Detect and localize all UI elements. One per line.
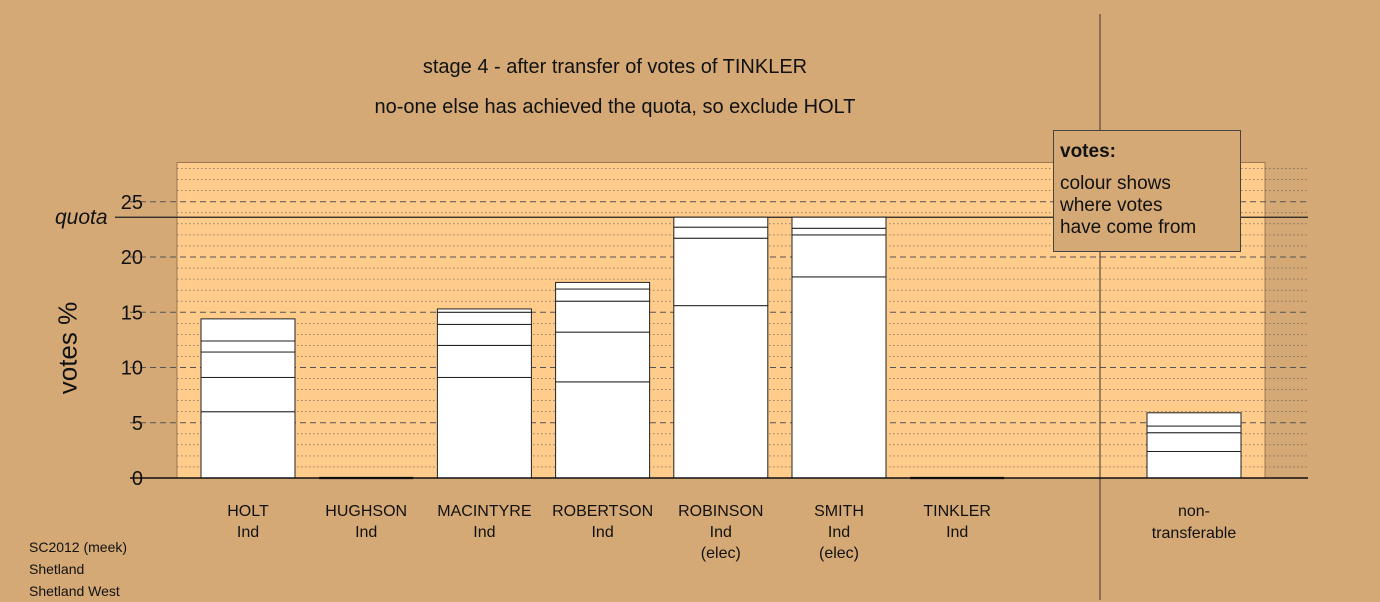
candidate-name-label: HOLT [227, 503, 269, 520]
y-tick-label: 0 [132, 468, 143, 490]
candidate-name-label: TINKLER [923, 503, 991, 520]
bar-robertson-segment [555, 300, 651, 333]
bar-macintyre-segment [436, 376, 532, 479]
candidate-party-label: Ind [237, 524, 259, 541]
legend: votes: colour shows where votes have com… [1053, 130, 1241, 252]
bar-robertson-segment [555, 381, 651, 479]
candidate-party-label: Ind [946, 524, 968, 541]
bar-macintyre-segment [436, 311, 532, 325]
bar-macintyre-segment [436, 344, 532, 378]
candidate-name-label: MACINTYRE [437, 503, 531, 520]
bar-holt-segment [200, 411, 296, 479]
bar-smith-segment [791, 227, 887, 236]
bar-holt-segment [200, 318, 296, 342]
candidate-name-label: HUGHSON [325, 503, 407, 520]
y-tick-label: 5 [132, 413, 143, 435]
bar-robinson-segment [673, 226, 769, 239]
footer-info: SC2012 (meek) Shetland Shetland West [29, 536, 127, 602]
footer-line: Shetland West [29, 583, 120, 599]
legend-line: where votes [1060, 195, 1163, 216]
candidate-party-label: Ind [473, 524, 495, 541]
bar-robertson-segment [555, 331, 651, 383]
legend-title: votes: [1060, 141, 1116, 162]
candidate-status-label: (elec) [701, 545, 741, 562]
bar-robertson-segment [555, 281, 651, 290]
bar-robinson-segment [673, 305, 769, 479]
bar-non-transferable-segment [1146, 432, 1242, 452]
candidate-party-label: Ind [828, 524, 850, 541]
bar-non-transferable-segment [1146, 412, 1242, 427]
chart-subtitle: no-one else has achieved the quota, so e… [374, 96, 856, 118]
y-axis-label: votes % [52, 301, 83, 395]
legend-line: have come from [1060, 217, 1197, 238]
chart-title: stage 4 - after transfer of votes of TIN… [422, 56, 808, 78]
bar-holt-segment [200, 340, 296, 353]
bar-non-transferable-segment [1146, 425, 1242, 434]
bar-macintyre-segment [436, 308, 532, 313]
y-tick-label: 20 [121, 247, 143, 269]
bar-smith-segment [791, 234, 887, 278]
y-tick-label: 15 [121, 302, 143, 324]
bar-holt-segment [200, 351, 296, 378]
candidate-name-label: ROBINSON [678, 503, 763, 520]
candidate-name-label: ROBERTSON [552, 503, 653, 520]
candidate-status-label: (elec) [819, 545, 859, 562]
bar-robertson-segment [555, 288, 651, 302]
candidate-party-label: Ind [355, 524, 377, 541]
y-tick-label: 25 [121, 192, 143, 214]
non-transferable-label: non- [1178, 503, 1210, 520]
quota-label: quota [55, 206, 108, 229]
non-transferable-label: transferable [1152, 525, 1237, 542]
bar-smith-segment [791, 276, 887, 479]
footer-line: Shetland [29, 561, 85, 577]
candidate-party-label: Ind [710, 524, 732, 541]
bar-macintyre-segment [436, 323, 532, 346]
candidate-party-label: Ind [591, 524, 613, 541]
bar-robinson-segment [673, 237, 769, 307]
legend-line: colour shows [1060, 173, 1171, 194]
bar-robinson-segment [673, 216, 769, 228]
footer-line: SC2012 (meek) [29, 539, 128, 555]
y-tick-label: 10 [121, 358, 143, 380]
bar-holt-segment [200, 376, 296, 413]
candidate-name-label: SMITH [814, 503, 864, 520]
bar-smith-segment [791, 216, 887, 229]
bar-non-transferable-segment [1146, 450, 1242, 479]
